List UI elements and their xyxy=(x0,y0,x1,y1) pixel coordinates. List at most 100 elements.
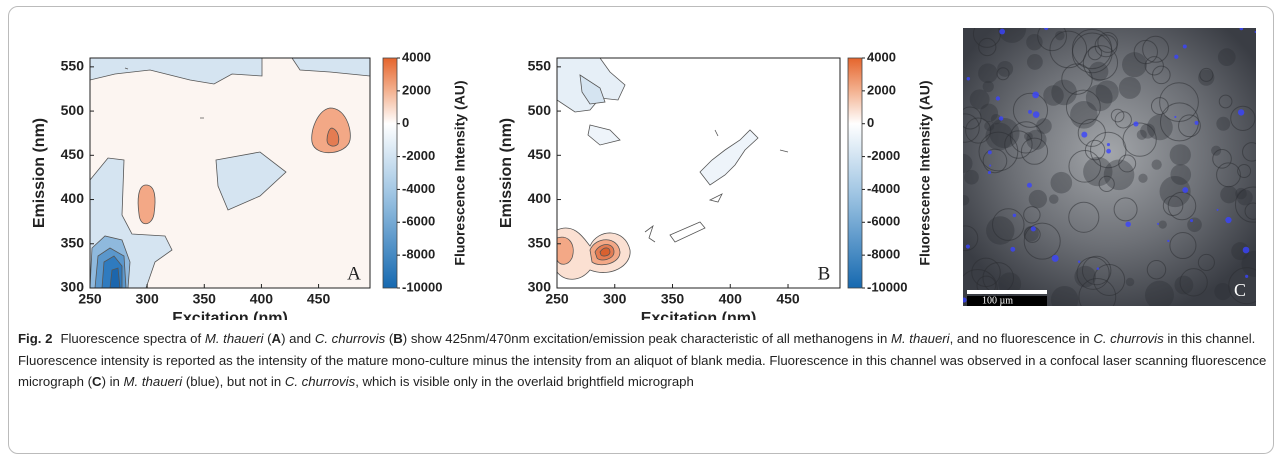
caption-segment: C. churrovis xyxy=(1093,331,1164,346)
cell xyxy=(1081,255,1112,286)
cell xyxy=(1244,202,1256,220)
y-tick-label: 450 xyxy=(528,146,552,162)
dark-patch xyxy=(1122,52,1148,78)
colorbar-tick-label: -6000 xyxy=(402,214,435,229)
plot-frame xyxy=(556,57,841,289)
blue-signal xyxy=(1216,208,1219,211)
cell xyxy=(1234,186,1256,223)
dark-patch xyxy=(1217,48,1236,67)
x-tick-label: 450 xyxy=(307,291,331,307)
caption-segment: Fluorescence spectra of xyxy=(60,331,205,346)
cell xyxy=(1199,67,1214,82)
micrograph xyxy=(963,28,1256,306)
colorbar-tick-label: -8000 xyxy=(402,247,435,262)
blue-signal xyxy=(1044,28,1049,31)
dark-patch xyxy=(963,195,970,206)
blue-signal xyxy=(1182,44,1187,49)
cell xyxy=(1082,45,1119,81)
y-tick-label: 550 xyxy=(528,58,552,74)
blue-signal xyxy=(966,77,971,81)
blue-signal xyxy=(1106,143,1111,147)
x-tick-label: 450 xyxy=(776,291,800,307)
cell xyxy=(1061,63,1093,95)
blue-signal xyxy=(1032,111,1040,118)
x-tick-label: 350 xyxy=(661,291,685,307)
dark-patch xyxy=(997,60,1014,77)
cell xyxy=(1098,175,1115,193)
cell xyxy=(1152,65,1171,85)
dark-patch xyxy=(978,63,998,84)
dark-patch xyxy=(1216,116,1231,131)
blue-signal xyxy=(1026,182,1032,188)
dark-patch xyxy=(984,121,995,132)
cell xyxy=(1009,121,1043,154)
cell xyxy=(1037,28,1067,52)
blue-signal xyxy=(1077,260,1081,264)
cell xyxy=(1212,149,1232,169)
y-tick-label: 400 xyxy=(528,190,552,206)
x-tick-label: 350 xyxy=(193,291,217,307)
x-axis-label: Excitation (nm) xyxy=(172,310,288,320)
scale-bar-label: 100 µm xyxy=(982,295,1013,306)
x-axis-label: Excitation (nm) xyxy=(641,310,757,320)
cell xyxy=(978,37,997,57)
dark-patch xyxy=(1220,185,1238,204)
dark-patch xyxy=(964,169,979,185)
blue-signal xyxy=(1194,120,1199,125)
caption-segment: ) in xyxy=(101,374,124,389)
blue-signal xyxy=(998,116,1004,121)
cell xyxy=(1012,92,1049,128)
colorbar-tick-label: 0 xyxy=(402,115,409,130)
blue-signal xyxy=(1125,221,1131,227)
blue-signal xyxy=(1081,131,1088,138)
dark-patch xyxy=(1231,242,1250,261)
blue-signal xyxy=(1167,239,1170,243)
colorbar-tick-label: -10000 xyxy=(867,279,907,294)
contour-a xyxy=(90,58,370,288)
caption-segment: Fig. 2 xyxy=(18,331,53,346)
dark-patch xyxy=(1174,275,1194,295)
dark-patch xyxy=(1026,129,1047,150)
colorbar-tick-label: -2000 xyxy=(867,148,900,163)
colorbar-tick-label: 2000 xyxy=(867,82,896,97)
x-tick-label: 400 xyxy=(250,291,274,307)
blue-signal xyxy=(1157,222,1160,225)
caption-segment: M. thaueri xyxy=(890,331,950,346)
dark-patch xyxy=(1241,250,1256,277)
y-tick-label: 500 xyxy=(61,102,85,118)
cell xyxy=(1097,32,1119,53)
dark-patch xyxy=(1235,187,1247,200)
dark-patch xyxy=(1170,164,1192,185)
y-tick-label: 300 xyxy=(61,279,85,295)
cell xyxy=(1237,164,1252,179)
blue-signal xyxy=(995,96,1001,101)
y-tick-label: 500 xyxy=(528,102,552,118)
cell xyxy=(1076,256,1110,290)
panel-letter: C xyxy=(1234,280,1246,300)
panel-letter: B xyxy=(818,263,831,284)
blue-signal xyxy=(1010,246,1016,252)
cell xyxy=(1077,118,1106,147)
blue-signal xyxy=(1174,115,1177,119)
blue-signal xyxy=(1225,216,1232,224)
dark-patch xyxy=(1140,123,1156,139)
cell xyxy=(1242,142,1256,162)
dark-patch xyxy=(1036,118,1052,134)
blue-signal xyxy=(999,28,1006,35)
cell xyxy=(1004,130,1033,159)
cell xyxy=(1167,191,1197,221)
blue-signal xyxy=(1190,219,1194,223)
dark-patch xyxy=(1236,189,1253,206)
colorbar-tick-label: 2000 xyxy=(402,82,431,97)
dark-patch xyxy=(1026,54,1043,70)
colorbar xyxy=(382,57,398,289)
dark-patch xyxy=(1055,30,1065,41)
caption-segment: M. thaueri xyxy=(123,374,183,389)
dark-patch xyxy=(1198,69,1215,86)
colorbar-tick-label: -8000 xyxy=(867,247,900,262)
blue-signal xyxy=(1242,246,1250,254)
dark-patch xyxy=(969,89,990,110)
colorbar-tick-label: -4000 xyxy=(402,181,435,196)
blue-signal xyxy=(1030,226,1036,232)
panel-letter: A xyxy=(347,263,361,284)
